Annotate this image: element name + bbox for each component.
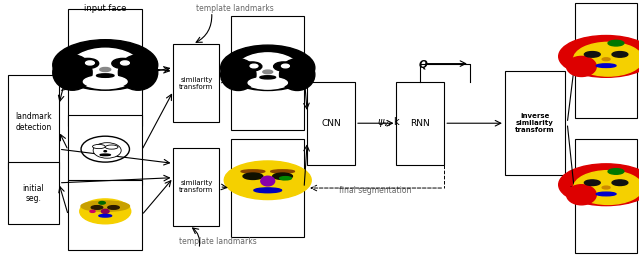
Ellipse shape — [566, 185, 596, 205]
Ellipse shape — [596, 192, 616, 196]
Ellipse shape — [280, 59, 315, 90]
Ellipse shape — [118, 55, 157, 90]
Ellipse shape — [69, 48, 141, 89]
Ellipse shape — [221, 45, 315, 90]
Ellipse shape — [573, 171, 640, 204]
Ellipse shape — [280, 177, 291, 180]
Text: similarity
transform: similarity transform — [179, 77, 214, 90]
Bar — [505, 71, 565, 175]
Bar — [68, 9, 141, 126]
Ellipse shape — [261, 176, 275, 186]
Bar — [8, 162, 59, 224]
Bar — [396, 82, 444, 165]
Ellipse shape — [97, 74, 114, 77]
Ellipse shape — [93, 144, 105, 149]
Ellipse shape — [273, 173, 292, 179]
Ellipse shape — [248, 77, 287, 88]
Text: $\psi_v$, k: $\psi_v$, k — [378, 115, 402, 129]
Bar — [8, 75, 59, 168]
Circle shape — [99, 201, 105, 204]
Ellipse shape — [221, 59, 256, 90]
Ellipse shape — [108, 206, 119, 209]
Text: Q: Q — [419, 60, 428, 70]
Ellipse shape — [602, 186, 610, 189]
Bar — [68, 180, 141, 250]
Ellipse shape — [612, 180, 628, 185]
Ellipse shape — [250, 64, 258, 68]
Ellipse shape — [120, 61, 129, 65]
Ellipse shape — [105, 145, 118, 149]
Ellipse shape — [612, 52, 628, 57]
Ellipse shape — [254, 188, 282, 193]
Ellipse shape — [573, 42, 640, 76]
Ellipse shape — [101, 209, 109, 214]
Bar — [68, 116, 141, 185]
Ellipse shape — [596, 64, 616, 67]
Ellipse shape — [99, 215, 111, 217]
Bar — [173, 148, 220, 226]
Ellipse shape — [92, 206, 102, 209]
Text: CNN: CNN — [321, 119, 341, 128]
Ellipse shape — [86, 61, 94, 65]
Ellipse shape — [608, 169, 624, 174]
Text: template landmarks: template landmarks — [196, 4, 273, 13]
Ellipse shape — [602, 58, 610, 61]
Circle shape — [90, 210, 95, 212]
Bar — [307, 82, 355, 165]
Ellipse shape — [241, 170, 265, 173]
Ellipse shape — [52, 40, 157, 90]
Text: final segmentation: final segmentation — [339, 186, 412, 195]
Text: inverse
similarity
transform: inverse similarity transform — [515, 113, 555, 133]
Text: RNN: RNN — [410, 119, 430, 128]
Ellipse shape — [112, 58, 134, 68]
Ellipse shape — [559, 36, 640, 77]
Text: initial
seg.: initial seg. — [22, 183, 44, 203]
Ellipse shape — [274, 62, 293, 71]
Text: input face: input face — [84, 4, 127, 14]
Ellipse shape — [100, 68, 111, 72]
Ellipse shape — [100, 154, 110, 156]
Ellipse shape — [81, 136, 129, 162]
Ellipse shape — [242, 62, 262, 71]
Ellipse shape — [263, 70, 273, 74]
Ellipse shape — [608, 40, 624, 46]
Ellipse shape — [224, 161, 311, 200]
Bar — [231, 16, 304, 130]
Ellipse shape — [243, 173, 263, 179]
Ellipse shape — [271, 170, 294, 173]
Ellipse shape — [81, 201, 129, 211]
Circle shape — [104, 151, 106, 152]
Ellipse shape — [52, 55, 92, 90]
Ellipse shape — [584, 180, 600, 185]
Ellipse shape — [282, 64, 289, 68]
Ellipse shape — [559, 164, 640, 206]
Ellipse shape — [260, 76, 276, 79]
Text: template landmarks: template landmarks — [179, 237, 256, 246]
Text: similarity
transform: similarity transform — [179, 180, 214, 193]
Bar — [575, 139, 637, 253]
Bar — [575, 3, 637, 118]
Bar — [231, 139, 304, 237]
Ellipse shape — [80, 199, 131, 224]
Ellipse shape — [93, 143, 121, 158]
Ellipse shape — [566, 56, 596, 77]
Ellipse shape — [236, 53, 300, 89]
Bar — [173, 44, 220, 122]
Ellipse shape — [584, 52, 600, 57]
Ellipse shape — [77, 58, 99, 68]
Text: landmark
detection: landmark detection — [15, 112, 52, 132]
Ellipse shape — [83, 75, 127, 88]
